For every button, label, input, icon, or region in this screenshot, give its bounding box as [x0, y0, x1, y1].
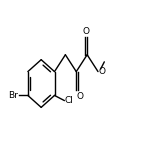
Text: O: O [98, 67, 105, 76]
Text: Cl: Cl [65, 96, 74, 105]
Text: Br: Br [9, 91, 18, 100]
Text: O: O [77, 92, 84, 101]
Text: O: O [83, 27, 90, 36]
